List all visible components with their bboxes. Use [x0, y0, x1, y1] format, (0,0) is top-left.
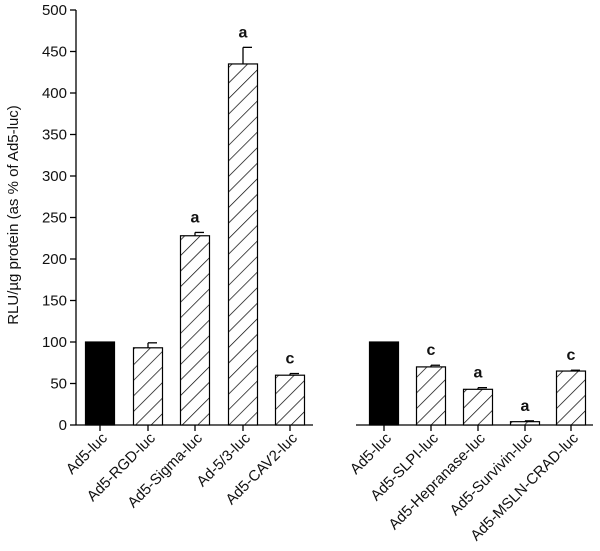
- bar: [462, 388, 494, 426]
- category-label: Ad5-Survivin-luc: [447, 429, 537, 519]
- y-tick-label: 350: [42, 127, 67, 144]
- bar: [84, 341, 116, 426]
- bar: [509, 421, 541, 426]
- y-tick-label: 300: [42, 168, 67, 185]
- bar: [179, 235, 211, 426]
- category-label: Ad5-luc: [63, 429, 111, 477]
- y-tick-label: 450: [42, 44, 67, 61]
- y-tick-label: 100: [42, 334, 67, 351]
- y-tick-label: 150: [42, 293, 67, 310]
- significance-label: a: [474, 365, 483, 382]
- y-axis-title: RLU/µg protein (as % of Ad5-luc): [5, 105, 22, 325]
- significance-label: a: [239, 24, 248, 41]
- significance-label: c: [286, 351, 295, 368]
- y-tick-label: 250: [42, 210, 67, 227]
- y-tick-label: 400: [42, 85, 67, 102]
- y-tick-label: 200: [42, 251, 67, 268]
- bar: [274, 374, 306, 426]
- category-labels: Ad5-lucAd5-RGD-lucAd5-Sigma-lucAd-5/3-lu…: [63, 429, 582, 544]
- significance-label: c: [427, 342, 436, 359]
- bar: [368, 341, 400, 426]
- y-tick-label: 0: [59, 417, 67, 434]
- y-tick-label: 500: [42, 2, 67, 19]
- significance-label: a: [521, 398, 530, 415]
- significance-label: c: [567, 347, 576, 364]
- y-tick-label: 50: [50, 376, 67, 393]
- axes: 0 50 100 150 200 250 300 350 400 450 500: [42, 2, 593, 434]
- bar: [227, 63, 259, 426]
- bar: [415, 366, 447, 426]
- significance-label: a: [191, 209, 200, 226]
- bars: a a c c a a c: [84, 24, 587, 426]
- bar: [555, 370, 587, 426]
- bar: [132, 347, 164, 426]
